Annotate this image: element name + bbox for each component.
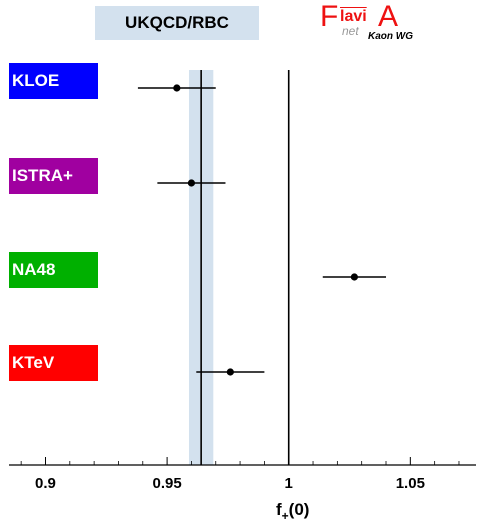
- label-istra: ISTRA+: [9, 158, 98, 194]
- logo-letter-f: F: [320, 0, 339, 33]
- logo-kaon-wg: Kaon WG: [368, 31, 413, 42]
- x-axis-label: f+(0): [276, 500, 309, 523]
- x-tick-label: 1: [285, 475, 293, 492]
- point-ktev: [226, 368, 234, 376]
- point-kloe: [173, 84, 181, 92]
- chart-title: UKQCD/RBC: [95, 6, 259, 40]
- logo-lavi: lavi: [340, 8, 367, 25]
- label-ktev: KTeV: [9, 345, 98, 381]
- x-tick-label: 0.95: [152, 475, 181, 492]
- point-istraplus: [187, 179, 196, 187]
- logo-net: net: [342, 24, 359, 38]
- x-tick-label: 0.9: [35, 475, 56, 492]
- label-na48: NA48: [9, 252, 98, 288]
- x-tick-label: 1.05: [396, 475, 425, 492]
- logo-letter-a: A: [378, 0, 399, 33]
- flavianet-logo: F lavi A net Kaon WG: [318, 0, 428, 50]
- label-kloe: KLOE: [9, 63, 98, 99]
- point-na48: [350, 273, 358, 281]
